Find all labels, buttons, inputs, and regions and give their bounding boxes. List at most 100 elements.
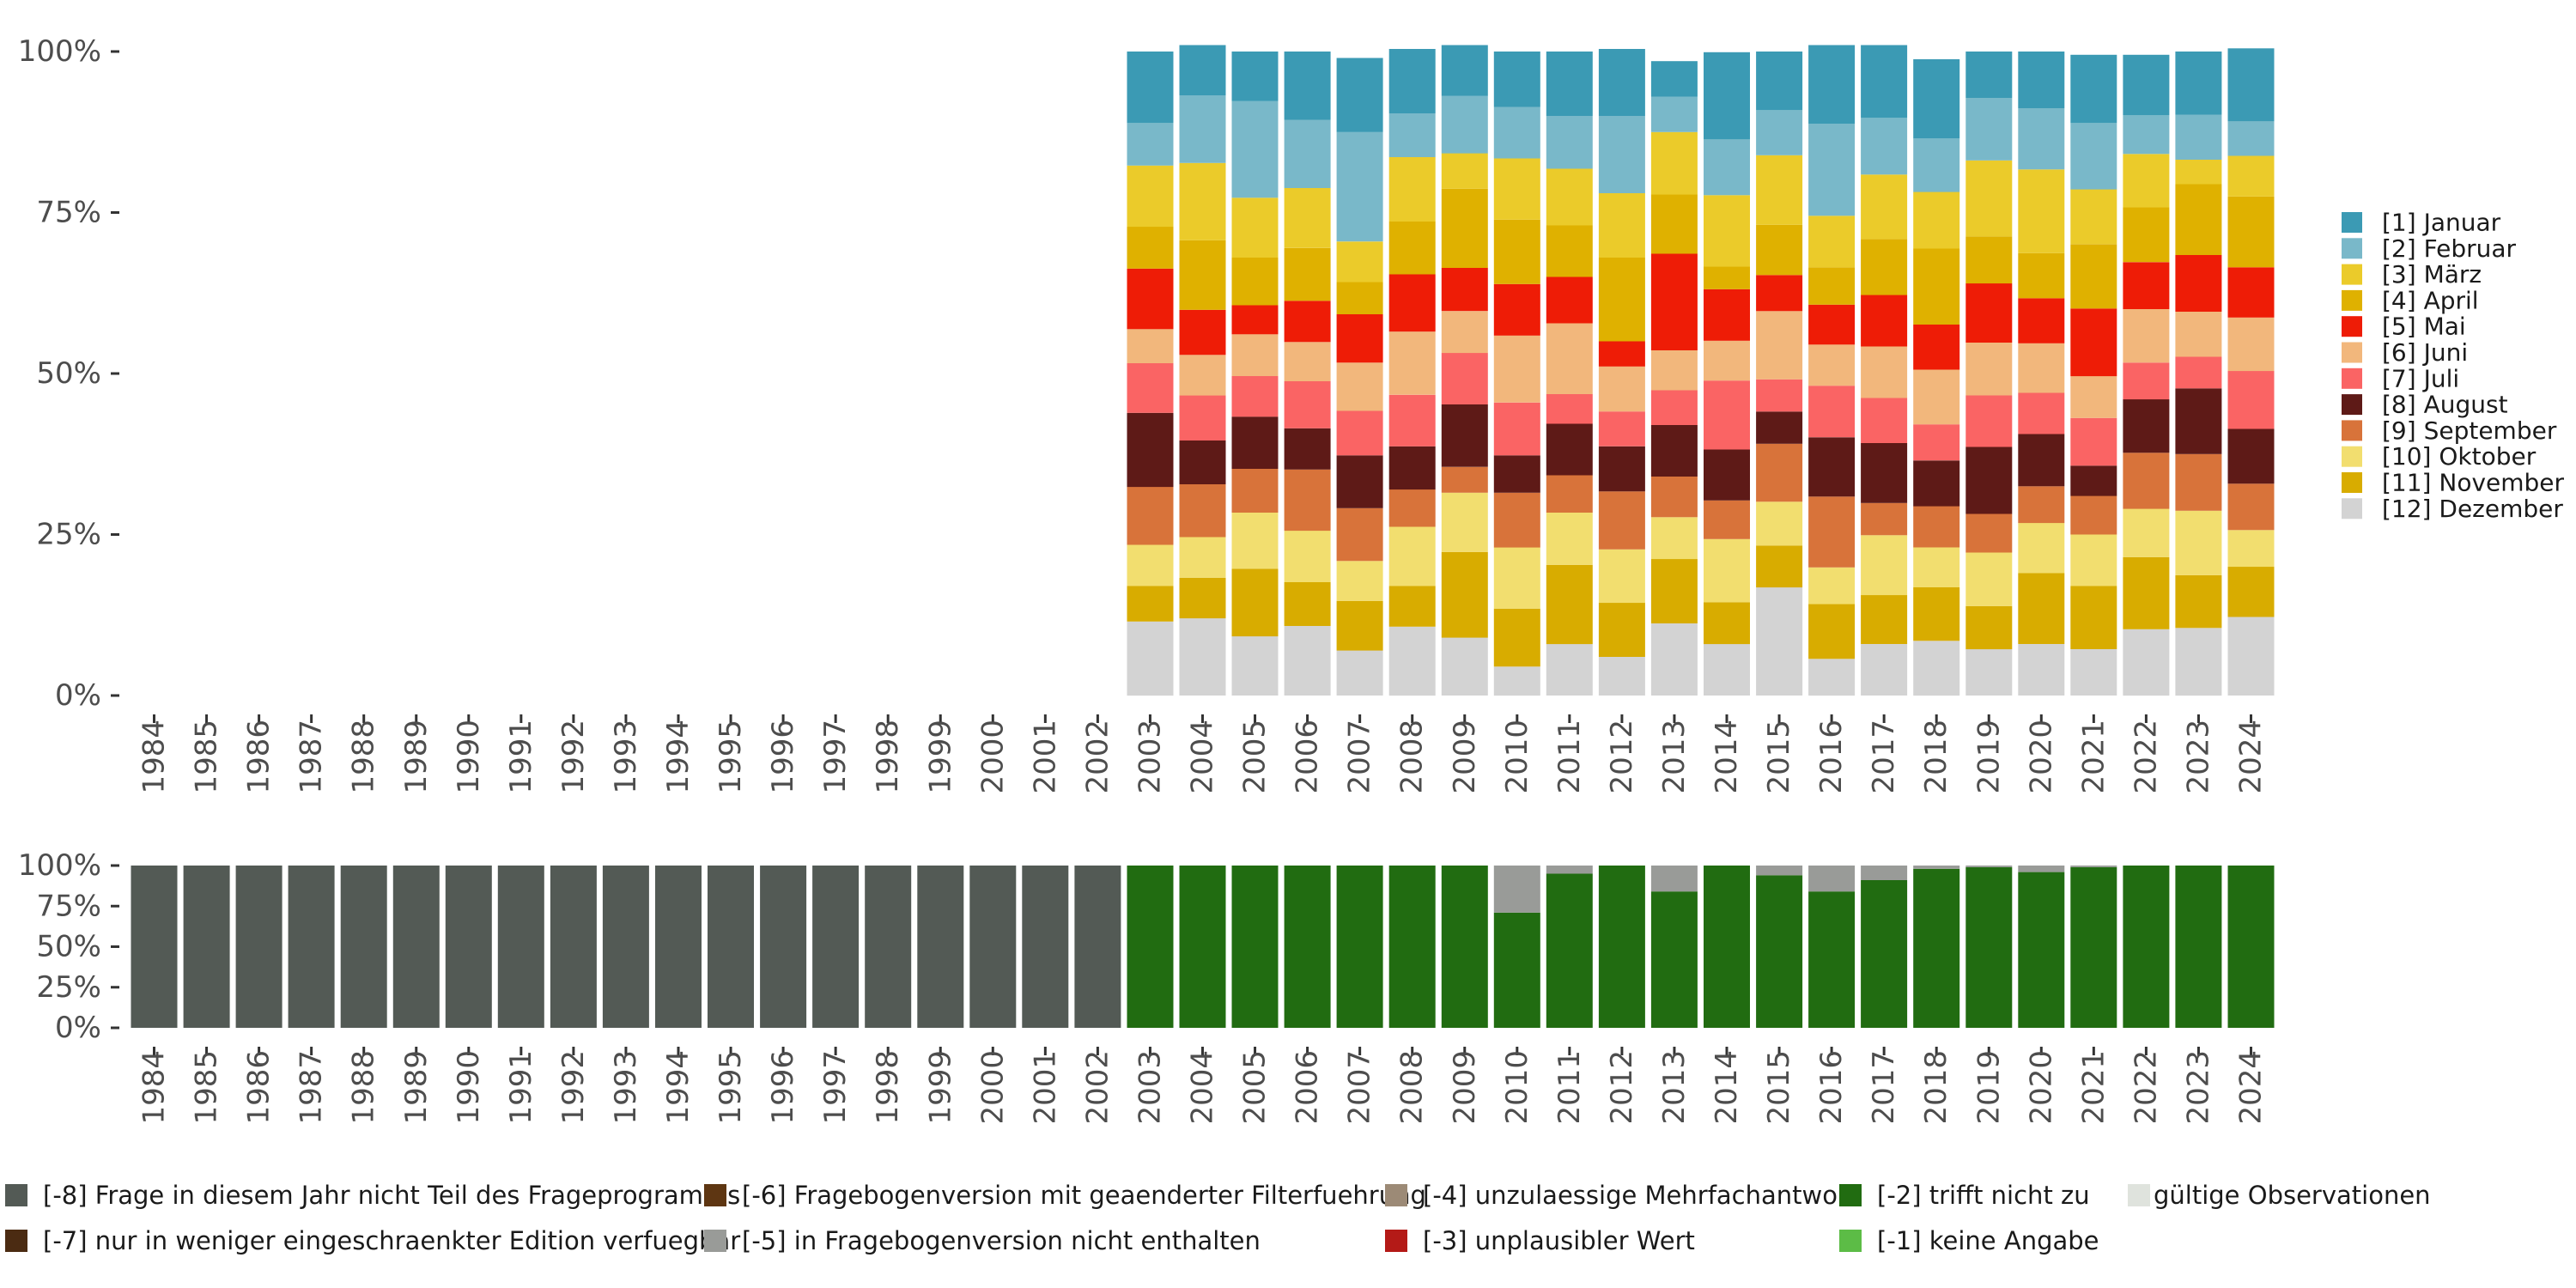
bar-segment [812,866,860,1028]
bar-segment [1965,395,2013,447]
legend-swatch [2342,238,2362,259]
bar-segment [2123,54,2170,116]
bar-segment [1861,502,1908,536]
bar-segment [1127,268,1174,330]
x-tick-label: 1994 [661,1050,696,1125]
legend-swatch [704,1184,726,1206]
x-tick-label: 2003 [1133,1050,1167,1125]
bar-segment [1861,118,1908,175]
bar-segment [1493,547,1540,609]
x-tick-label: 2013 [1657,1050,1692,1125]
bar-segment [1704,500,1750,539]
x-tick-label: 1986 [242,1050,276,1125]
bar-segment [1808,659,1856,696]
legend-swatch [2342,368,2362,389]
bar-segment [131,866,178,1028]
bar-segment [1965,552,2013,606]
bar-segment [2018,523,2065,574]
bar-segment [1179,618,1226,696]
bar-segment [1598,657,1645,696]
bar-segment [1756,411,1803,444]
bar-segment [1913,460,1960,507]
x-tick-label: 1984 [137,720,172,794]
bar-segment [1598,341,1645,367]
x-tick-label: 1990 [452,1050,486,1125]
bar-segment [2227,530,2275,568]
x-tick-label: 2004 [1186,1050,1220,1125]
bar-segment [2175,52,2222,115]
x-tick-label: 2011 [1552,720,1587,794]
bar-segment [1598,411,1645,447]
bar-segment [655,866,702,1028]
x-tick-label: 1993 [609,720,643,794]
bar-segment [1546,52,1593,116]
bar-segment [1127,586,1174,622]
bar-segment [2070,308,2117,377]
y-tick-label: 50% [36,930,101,964]
bar-segment [1704,139,1750,196]
bar-segment [1388,222,1436,275]
x-tick-label: 2006 [1291,1050,1325,1125]
bar-segment [1965,52,2013,98]
bar-segment [1441,866,1488,1028]
bar-segment [1336,600,1383,651]
legend-swatch [1385,1184,1407,1206]
bar-segment [2070,649,2117,696]
x-tick-label: 2006 [1291,720,1325,794]
bar-segment [1546,225,1593,277]
bar-segment [1231,197,1279,258]
bar-segment [1756,443,1803,502]
top-chart-panel: 1984 1985 1986 1987 1988 1989 1990 1991 1992 1993… [18,34,2275,794]
bar-segment [1650,194,1698,254]
y-tick-label: 100% [18,34,101,69]
month-legend: [1] Januar[2] Februar[3] März[4] April[5… [2342,209,2565,523]
bar-segment [1441,492,1488,552]
x-tick-label: 1993 [609,1050,643,1125]
bar-segment [2123,262,2170,309]
y-tick-label: 100% [18,848,101,883]
bar-segment [1704,340,1750,381]
bar-segment [2227,428,2275,484]
legend-label: [-6] Fragebogenversion mit geaenderter F… [742,1181,1426,1210]
x-tick-label: 1992 [556,720,591,794]
bar-segment [1965,513,2013,553]
legend-swatch [1385,1230,1407,1252]
bar-segment [1965,283,2013,343]
bar-segment [1231,568,1279,637]
bar-segment [1231,334,1279,376]
bar-segment [1284,582,1331,626]
bar-segment [1127,412,1174,488]
bar-segment [1704,52,1750,140]
legend-swatch [1839,1230,1862,1252]
x-tick-label: 2001 [1028,720,1062,794]
bar-segment [1650,517,1698,560]
x-tick-label: 2015 [1762,720,1796,794]
bar-segment [2070,534,2117,586]
bar-segment [865,866,912,1028]
bar-segment [1388,526,1436,586]
bar-segment [1336,507,1383,562]
bar-segment [1441,153,1488,189]
bar-segment [1388,586,1436,627]
bar-segment [1965,605,2013,650]
bar-segment [1546,423,1593,476]
bar-segment [2018,644,2065,696]
bar-segment [1598,116,1645,193]
x-tick-label: 2010 [1500,1050,1534,1125]
bar-segment [1336,866,1383,1028]
bar-segment [1650,623,1698,696]
bar-segment [1861,443,1908,503]
bar-segment [1965,866,2013,1028]
bar-segment [1913,641,1960,696]
bar-segment [1808,304,1856,345]
bar-segment [1179,440,1226,484]
bar-segment [2175,356,2222,389]
legend-label: [-2] trifft nicht zu [1877,1181,2090,1210]
bar-segment [1650,61,1698,97]
bar-segment [1546,873,1593,1028]
bar-segment [1808,604,1856,659]
bar-segment [2018,872,2065,1028]
x-tick-label: 1997 [818,1050,853,1125]
legend-label: [1] Januar [2382,209,2501,237]
